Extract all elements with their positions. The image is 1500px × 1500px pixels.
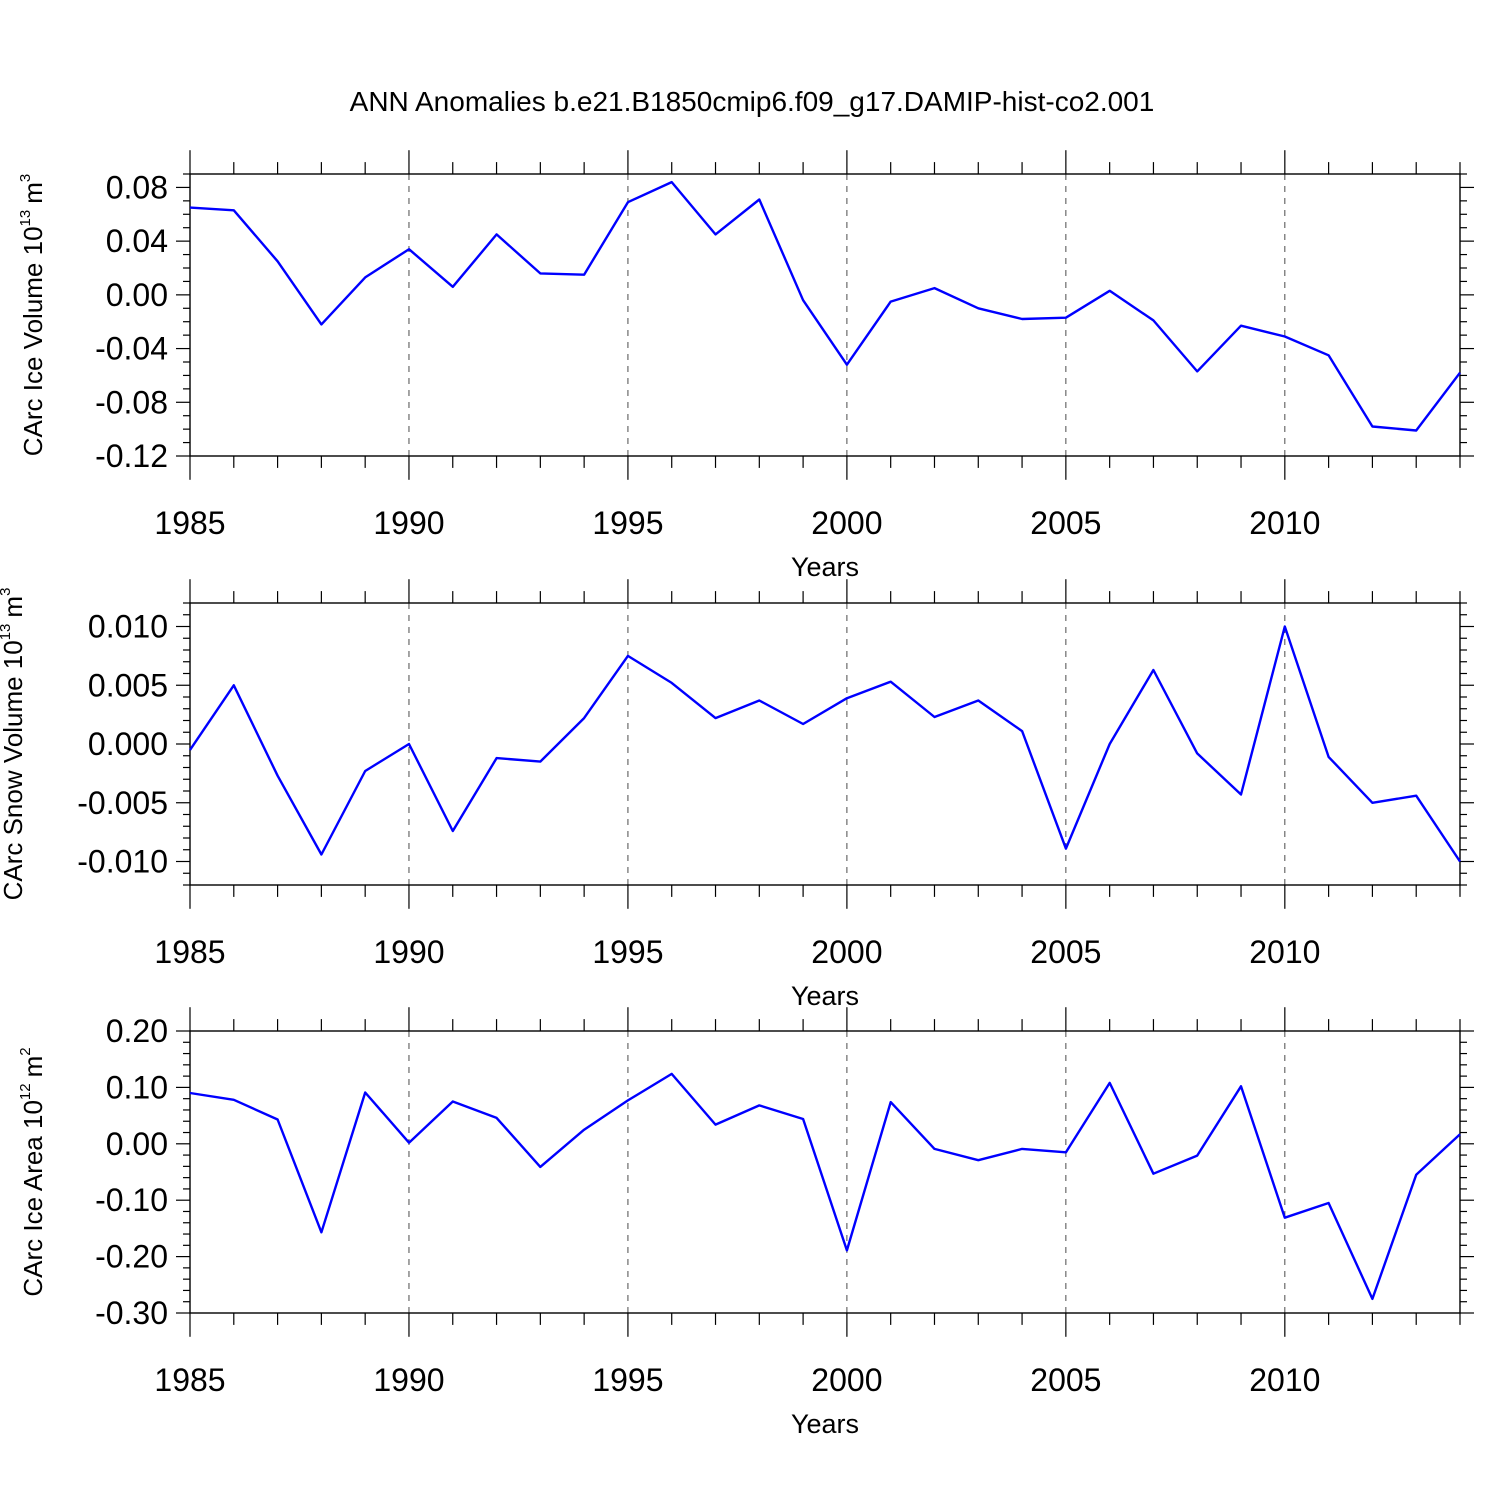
x-tick-label: 1995 xyxy=(592,505,663,541)
y-tick-label: -0.20 xyxy=(95,1239,168,1275)
y-tick-label: -0.005 xyxy=(77,785,168,821)
y-axis-label-ylabel: CArc Ice Area 10 xyxy=(18,1100,48,1297)
x-tick-label: 2000 xyxy=(811,505,882,541)
x-tick-label: 1985 xyxy=(154,1362,225,1398)
x-tick-label: 2010 xyxy=(1249,934,1320,970)
y-axis-label: CArc Ice Volume 1013 m3 xyxy=(17,174,48,456)
x-tick-label: 2005 xyxy=(1030,1362,1101,1398)
y-tick-label: 0.000 xyxy=(88,726,168,762)
x-axis-label: Years xyxy=(791,981,859,1011)
y-axis-label-ylabel-unit: m xyxy=(0,596,28,618)
x-tick-label: 2010 xyxy=(1249,505,1320,541)
y-tick-label: 0.010 xyxy=(88,609,168,645)
y-axis-label-ylabel-exp: 12 xyxy=(17,1083,34,1100)
x-tick-label: 1995 xyxy=(592,934,663,970)
data-series-line xyxy=(189,180,1461,432)
plot-frame xyxy=(189,1030,1461,1314)
x-tick-label: 2005 xyxy=(1030,505,1101,541)
y-tick-label: -0.04 xyxy=(95,331,168,367)
figure-title: ANN Anomalies b.e21.B1850cmip6.f09_g17.D… xyxy=(350,86,1155,117)
y-axis-label-ylabel-exp: 13 xyxy=(17,210,34,227)
y-tick-label: -0.10 xyxy=(95,1182,168,1218)
y-tick-label: -0.010 xyxy=(77,844,168,880)
y-tick-label: 0.04 xyxy=(106,223,168,259)
y-axis-label-ylabel: CArc Snow Volume 10 xyxy=(0,640,28,900)
y-axis-label-ylabel-unit-exp: 3 xyxy=(17,174,34,182)
y-tick-label: 0.20 xyxy=(106,1013,168,1049)
x-tick-label: 1985 xyxy=(154,934,225,970)
data-series-line xyxy=(189,1072,1461,1301)
y-tick-label: 0.10 xyxy=(106,1069,168,1105)
x-tick-label: 1995 xyxy=(592,1362,663,1398)
chart-panel-1: -0.12 -0.08 -0.04 0.00 0.04 0.08 1985 1990 1995 2… xyxy=(17,150,1474,582)
y-tick-label: 0.005 xyxy=(88,667,168,703)
y-axis-label: CArc Snow Volume 1013 m3 xyxy=(0,588,28,901)
x-tick-label: 2000 xyxy=(811,934,882,970)
x-tick-label: 2000 xyxy=(811,1362,882,1398)
y-axis-label-ylabel-unit-exp: 3 xyxy=(0,588,14,596)
y-axis-label-ylabel: CArc Ice Volume 10 xyxy=(18,226,48,456)
y-axis-label-ylabel-exp: 13 xyxy=(0,624,14,641)
x-tick-label: 2005 xyxy=(1030,934,1101,970)
x-tick-label: 1990 xyxy=(373,505,444,541)
y-tick-label: -0.30 xyxy=(95,1295,168,1331)
y-axis-label-ylabel-unit: m xyxy=(18,1056,48,1078)
data-series-line xyxy=(189,625,1461,863)
y-axis-label-ylabel-unit: m xyxy=(18,182,48,204)
y-tick-label: -0.12 xyxy=(95,438,168,474)
y-tick-label: -0.08 xyxy=(95,384,168,420)
y-axis-label-ylabel-unit-exp: 2 xyxy=(17,1047,34,1055)
y-tick-label: 0.00 xyxy=(106,277,168,313)
chart-panel-2: -0.010 -0.005 0.000 0.005 0.010 1985 1990 1995 2… xyxy=(0,579,1474,1011)
x-tick-label: 1990 xyxy=(373,1362,444,1398)
y-tick-label: 0.00 xyxy=(106,1126,168,1162)
x-axis-label: Years xyxy=(791,552,859,582)
y-tick-label: 0.08 xyxy=(106,169,168,205)
x-tick-label: 2010 xyxy=(1249,1362,1320,1398)
x-tick-label: 1985 xyxy=(154,505,225,541)
plot-frame xyxy=(189,173,1461,457)
plot-frame xyxy=(189,602,1461,886)
x-axis-label: Years xyxy=(791,1409,859,1439)
chart-panel-3: -0.30 -0.20 -0.10 0.00 0.10 0.20 1985 1990 1995 2… xyxy=(17,1007,1474,1439)
y-axis-label: CArc Ice Area 1012 m2 xyxy=(17,1047,48,1296)
panels-container: -0.12 -0.08 -0.04 0.00 0.04 0.08 1985 1990 1995 2… xyxy=(0,150,1474,1439)
x-tick-label: 1990 xyxy=(373,934,444,970)
